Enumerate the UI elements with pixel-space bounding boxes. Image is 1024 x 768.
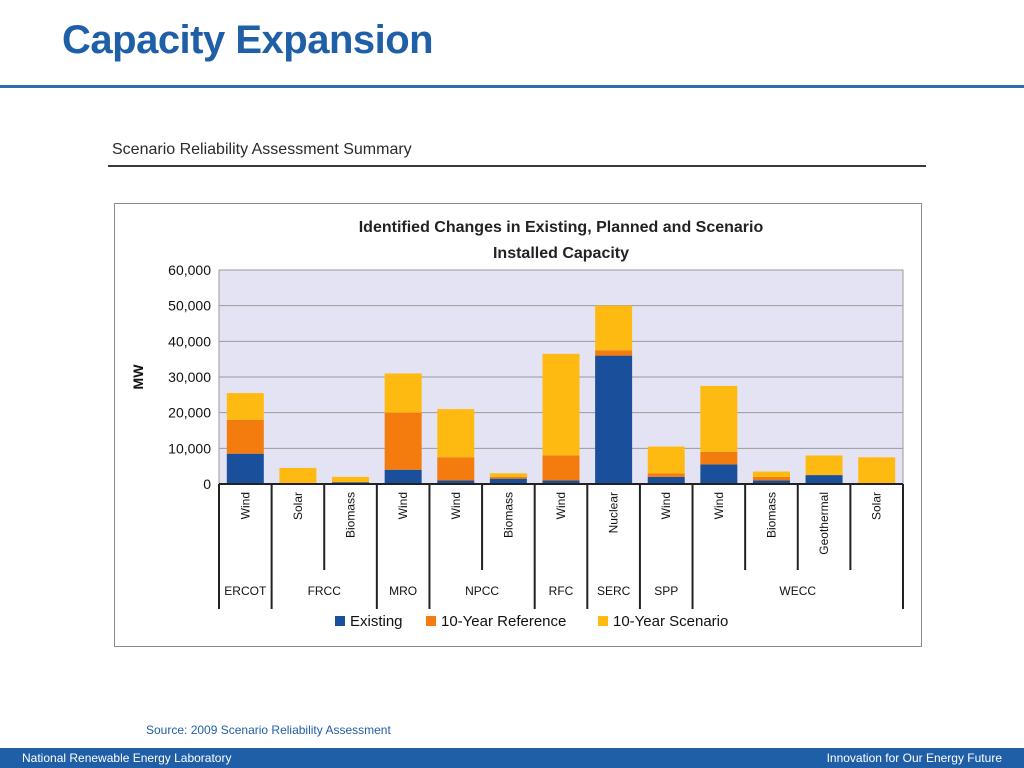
bar-existing: [805, 475, 843, 484]
group-label: MRO: [389, 584, 417, 598]
bar-10-year-scenario: [279, 467, 317, 484]
bar-10-year-scenario: [858, 457, 896, 484]
y-tick-label: 20,000: [168, 405, 211, 421]
chart-frame: Identified Changes in Existing, Planned …: [114, 203, 922, 647]
category-label: Solar: [291, 492, 305, 520]
bar-10-year-scenario: [384, 373, 422, 413]
legend-swatch: [335, 616, 345, 626]
bar-10-year-reference: [542, 455, 580, 481]
bar-10-year-reference: [595, 350, 633, 356]
bar-existing: [542, 480, 580, 484]
group-label: SERC: [597, 584, 631, 598]
group-label: SPP: [654, 584, 678, 598]
bar-existing: [752, 480, 790, 484]
y-tick-label: 60,000: [168, 262, 211, 278]
legend-label: 10-Year Scenario: [613, 613, 728, 630]
y-tick-label: 10,000: [168, 440, 211, 456]
y-tick-label: 0: [203, 476, 211, 492]
bar-10-year-reference: [384, 412, 422, 470]
bar-existing: [647, 476, 685, 484]
category-label: Wind: [396, 492, 410, 519]
bar-existing: [489, 478, 527, 484]
category-label: Wind: [712, 492, 726, 519]
bar-10-year-scenario: [805, 455, 843, 476]
bar-10-year-scenario: [437, 409, 475, 458]
y-axis-label: MW: [130, 364, 146, 390]
section-divider: [108, 165, 926, 167]
capacity-chart: Identified Changes in Existing, Planned …: [130, 219, 904, 630]
y-tick-label: 30,000: [168, 369, 211, 385]
bar-10-year-scenario: [647, 446, 685, 474]
bar-existing: [437, 480, 475, 484]
bar-10-year-reference: [226, 419, 264, 454]
group-label: FRCC: [308, 584, 342, 598]
section-heading: Scenario Reliability Assessment Summary: [112, 141, 412, 158]
category-label: Wind: [449, 492, 463, 519]
bar-10-year-reference: [489, 476, 527, 479]
bar-10-year-scenario: [595, 305, 633, 351]
legend-swatch: [598, 616, 608, 626]
slide-title: Capacity Expansion: [62, 18, 434, 62]
bar-10-year-scenario: [332, 476, 370, 483]
category-label: Biomass: [501, 492, 515, 538]
group-label: RFC: [549, 584, 574, 598]
bar-10-year-reference: [647, 473, 685, 477]
legend-label: Existing: [350, 613, 403, 630]
bar-10-year-reference: [752, 476, 790, 481]
category-label: Biomass: [764, 492, 778, 538]
footer-organization: National Renewable Energy Laboratory: [22, 751, 232, 765]
group-label: NPCC: [465, 584, 499, 598]
bar-existing: [226, 453, 264, 484]
bar-existing: [595, 355, 633, 484]
legend-swatch: [426, 616, 436, 626]
y-tick-label: 40,000: [168, 333, 211, 349]
bar-10-year-scenario: [489, 473, 527, 477]
bar-10-year-scenario: [226, 393, 264, 420]
chart-title-line: Identified Changes in Existing, Planned …: [359, 219, 764, 236]
bar-10-year-scenario: [752, 471, 790, 477]
legend-label: 10-Year Reference: [441, 613, 566, 630]
chart-title-line: Installed Capacity: [493, 245, 629, 262]
category-label: Nuclear: [607, 492, 621, 533]
category-label: Wind: [554, 492, 568, 519]
title-divider: [0, 85, 1024, 88]
bar-existing: [700, 464, 738, 484]
bar-10-year-reference: [437, 457, 475, 481]
group-label: WECC: [779, 584, 816, 598]
bar-existing: [384, 469, 422, 484]
category-label: Biomass: [344, 492, 358, 538]
bar-10-year-reference: [700, 451, 738, 465]
bar-10-year-scenario: [700, 385, 738, 452]
source-note: Source: 2009 Scenario Reliability Assess…: [146, 723, 391, 737]
category-label: Solar: [870, 492, 884, 520]
category-label: Wind: [659, 492, 673, 519]
group-label: ERCOT: [224, 584, 267, 598]
footer-tagline: Innovation for Our Energy Future: [826, 751, 1002, 765]
y-tick-label: 50,000: [168, 298, 211, 314]
bar-10-year-scenario: [542, 353, 580, 456]
category-label: Wind: [238, 492, 252, 519]
category-label: Geothermal: [817, 492, 831, 555]
footer-bar: National Renewable Energy Laboratory Inn…: [0, 748, 1024, 768]
